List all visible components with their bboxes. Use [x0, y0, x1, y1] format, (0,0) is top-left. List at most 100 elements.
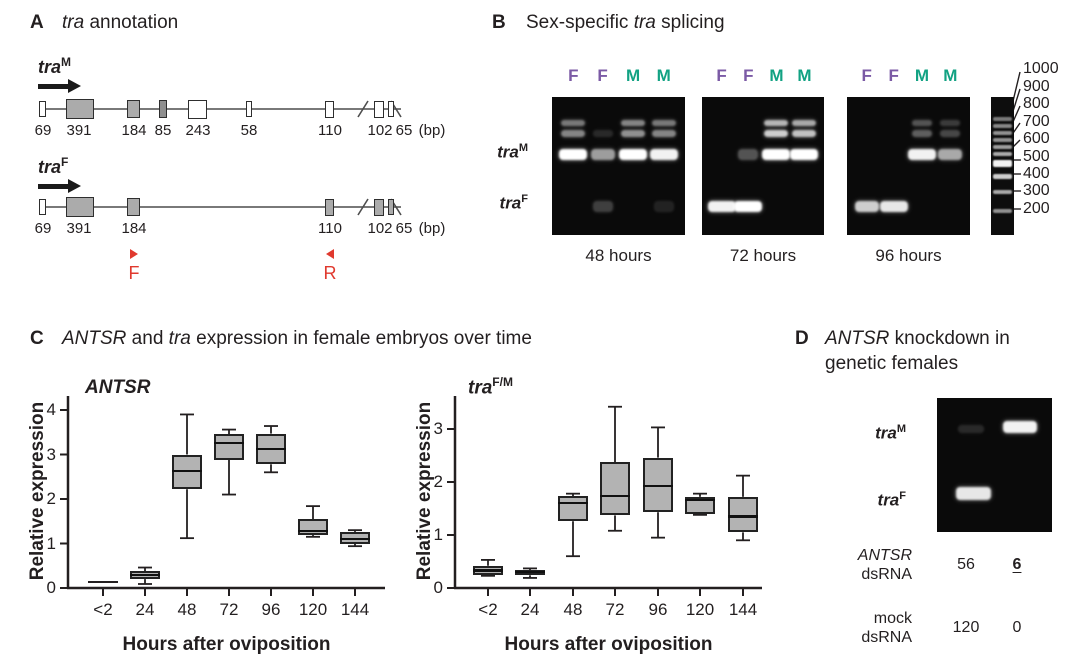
- gel-band: [592, 130, 613, 137]
- x-tick-label: <2: [478, 600, 498, 619]
- gel-band: [912, 130, 933, 137]
- panel-d-title-line1: ANTSR knockdown in: [825, 328, 1010, 350]
- gel-band: [940, 130, 961, 137]
- boxplot-box: [298, 519, 328, 536]
- gel-band: [1003, 421, 1037, 433]
- x-tick-label: 72: [605, 600, 625, 619]
- transcription-arrow-head: [68, 78, 81, 93]
- panel-b-title: Sex-specific tra splicing: [526, 12, 725, 34]
- ladder-band: [993, 124, 1012, 128]
- boxplot-median: [256, 448, 286, 451]
- gel-band: [734, 201, 763, 212]
- boxplot-median: [728, 515, 758, 518]
- boxplot-box: [728, 496, 758, 533]
- ladder-size-label: 900: [1023, 78, 1050, 95]
- x-tick-label: 48: [177, 600, 197, 619]
- y-tick-label: 4: [46, 400, 56, 419]
- gel-row-label-base: tra: [877, 490, 900, 510]
- x-axis-title: Hours after oviposition: [122, 634, 331, 655]
- lane-sex-label: M: [797, 66, 812, 85]
- gel-row-label-sup: F: [521, 193, 528, 205]
- ladder-band: [993, 209, 1012, 213]
- gel-caption: 72 hours: [729, 246, 797, 265]
- exon-size-label: 110: [318, 122, 342, 139]
- primer-marker-f-icon: [130, 249, 138, 259]
- panel-a-title-italic: tra: [62, 12, 85, 33]
- y-tick-label: 2: [433, 472, 443, 491]
- primer-label: R: [323, 263, 337, 283]
- gel-band: [651, 130, 676, 137]
- exon-size-label: 102: [367, 220, 393, 237]
- count-value: 0: [1012, 619, 1022, 636]
- y-tick-label: 0: [433, 578, 443, 597]
- chart-title-sup: F/M: [492, 375, 513, 389]
- gel-band: [592, 201, 613, 212]
- panel-d-title-post: knockdown in: [889, 328, 1010, 349]
- panel-c-title-italic1: ANTSR: [62, 328, 127, 349]
- gene-name-label-base: tra: [38, 157, 62, 177]
- lane-sex-label: M: [914, 66, 930, 85]
- gel-band: [764, 130, 789, 137]
- gel-band: [621, 120, 646, 126]
- ladder-size-label: 700: [1023, 113, 1050, 130]
- gene-name-label-sup: F: [61, 155, 69, 169]
- gel-row-label: traF: [480, 193, 528, 214]
- x-tick-label: 48: [563, 600, 583, 619]
- boxplot-median: [340, 537, 370, 541]
- boxplot-median: [172, 470, 202, 473]
- ladder-size-label: 400: [1023, 165, 1050, 182]
- gel-band: [792, 120, 817, 126]
- x-tick-label: 96: [648, 600, 668, 619]
- gel-band: [879, 201, 908, 212]
- gel-band: [908, 149, 937, 160]
- gene-name-label: traF: [38, 155, 68, 178]
- y-tick-label: 1: [433, 525, 443, 544]
- boxplot-median: [298, 529, 328, 533]
- gel-band: [956, 487, 991, 500]
- gel-band: [938, 149, 963, 160]
- ladder-size-label: 300: [1023, 182, 1050, 199]
- count-value: 6: [1012, 556, 1022, 573]
- gel-band: [649, 149, 678, 160]
- ladder-band: [993, 160, 1012, 167]
- exon-size-label: 110: [318, 220, 342, 237]
- gel-row-label-sup: F: [899, 490, 906, 502]
- panel-d-title-italic: ANTSR: [825, 328, 890, 349]
- ladder-band: [993, 174, 1012, 179]
- x-tick-label: 144: [728, 600, 758, 619]
- boxplot-median: [473, 569, 503, 572]
- count-row-label-line1: ANTSR: [857, 547, 912, 564]
- x-tick-label: 24: [520, 600, 540, 619]
- bp-unit-label: (bp): [418, 122, 446, 139]
- lane-sex-label: F: [743, 66, 754, 85]
- exon-box: [188, 99, 207, 119]
- x-tick-label: 24: [135, 600, 155, 619]
- boxplot-box: [600, 462, 630, 516]
- ladder-size-label: 600: [1023, 130, 1050, 147]
- transcription-arrow-head: [68, 178, 81, 193]
- gel-row-label-sup: M: [896, 423, 906, 435]
- gel-band: [651, 120, 676, 126]
- gel-band: [561, 120, 586, 126]
- lane-sex-label: F: [861, 66, 872, 85]
- ladder-size-label: 800: [1023, 95, 1050, 112]
- transcription-arrow-shaft: [38, 84, 69, 89]
- transcription-arrow-shaft: [38, 184, 69, 189]
- exon-size-label: 65: [395, 220, 413, 237]
- exon-size-label: 85: [154, 122, 172, 139]
- gel-row-label-base: tra: [499, 193, 522, 213]
- exon-box: [388, 199, 394, 215]
- lane-sex-label: F: [888, 66, 899, 85]
- exon-box: [66, 197, 94, 217]
- y-tick-label: 3: [433, 419, 443, 438]
- gene-name-label-base: tra: [38, 57, 62, 77]
- chart-title-base: tra: [468, 377, 493, 399]
- count-row-label-line1: mock: [873, 610, 912, 627]
- gel-row-label: traF: [862, 490, 906, 511]
- ladder-size-label: 1000: [1023, 60, 1059, 77]
- exon-box: [39, 199, 46, 215]
- panel-b-title-pre: Sex-specific: [526, 12, 634, 33]
- boxplot-median: [515, 571, 545, 574]
- exon-box: [159, 100, 167, 118]
- gel-row-label: traM: [862, 423, 906, 444]
